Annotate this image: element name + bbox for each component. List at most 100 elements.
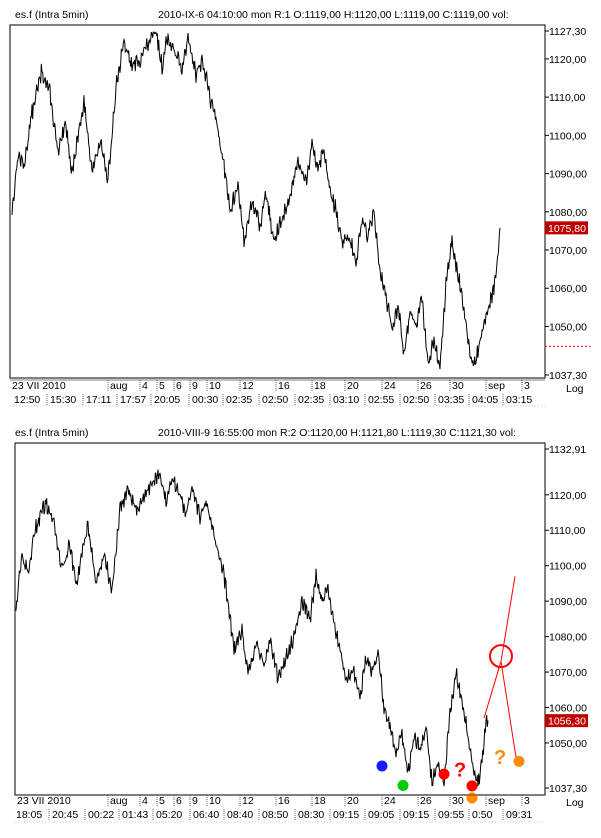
date-tick-label: 3	[524, 380, 530, 392]
top-last-price: 1075,80	[545, 221, 588, 235]
time-tick-label: 05:20	[156, 809, 182, 821]
time-tick-label: 09:15	[333, 809, 359, 821]
date-tick-label: 10	[209, 380, 221, 392]
date-tick-label: sep	[488, 795, 505, 807]
time-tick-label: 0:50	[472, 809, 493, 821]
green-dot	[397, 780, 409, 792]
projection-target-circle	[489, 644, 513, 669]
bottom-markers: ??	[376, 747, 525, 804]
time-tick-label: 06:40	[193, 809, 219, 821]
time-tick-label: 20:45	[52, 809, 78, 821]
date-tick-label: 4	[142, 380, 148, 392]
bottom-last-price-box	[545, 714, 588, 728]
date-tick-label: 30	[452, 795, 464, 807]
date-tick-label: 9	[192, 795, 198, 807]
date-tick-label: 10	[209, 795, 221, 807]
date-tick-label: 18	[314, 795, 326, 807]
orange-dot-1	[466, 792, 478, 804]
top-last-price-box	[545, 221, 588, 235]
date-tick-label: 16	[278, 795, 290, 807]
y-tick-label: 1090,00	[549, 596, 587, 608]
y-tick-label: 1100,00	[549, 130, 586, 142]
y-tick-label: 1070,00	[549, 245, 587, 257]
time-tick-label: 15:30	[50, 394, 76, 406]
orange-dot-2	[513, 755, 525, 767]
date-tick-label: 16	[278, 380, 290, 392]
y-tick-label: 1080,00	[549, 207, 587, 219]
time-tick-label: 03:35	[438, 394, 464, 406]
top-chart: es.f (Intra 5min) 2010-IX-6 04:10:00 mon…	[9, 9, 590, 407]
y-tick-label: 1037,30	[549, 783, 587, 795]
date-tick-label: 26	[420, 380, 432, 392]
time-tick-label: 12:50	[14, 394, 40, 406]
red-dot-1	[438, 768, 450, 780]
date-tick-label: 12	[242, 380, 254, 392]
time-tick-label: 09:31	[506, 809, 532, 821]
date-tick-label: 12	[242, 795, 254, 807]
time-tick-label: 18:05	[16, 809, 42, 821]
date-tick-label: 3	[524, 795, 530, 807]
date-tick-label: 20	[347, 380, 359, 392]
y-tick-label: 1060,00	[549, 703, 587, 715]
bottom-chart: es.f (Intra 5min) 2010-VIII-9 16:55:00 m…	[14, 427, 588, 823]
question-mark-2: ?	[494, 747, 506, 769]
time-tick-label: 08:40	[227, 809, 253, 821]
red-dot-2	[466, 780, 478, 792]
y-tick-label: 1070,00	[549, 667, 587, 679]
bottom-date-axis: 23 VII 2010 aug 4 5 6 9 10 12 16 18 20 24 26 30 sep 3 18…	[16, 795, 532, 821]
date-tick-label: 9	[192, 380, 198, 392]
time-tick-label: 02:55	[368, 394, 394, 406]
time-tick-label: 08:50	[262, 809, 288, 821]
date-tick-label: 5	[159, 380, 165, 392]
date-tick-label: 6	[176, 795, 182, 807]
y-tick-label: 1060,00	[549, 283, 587, 295]
date-tick-label: 4	[142, 795, 148, 807]
date-tick-label: 24	[384, 380, 396, 392]
bottom-plot-frame	[14, 442, 546, 796]
top-y-ticks: 1127,30 1120,00 1110,00 1100,00 1090,00 1080,…	[545, 26, 587, 382]
date-tick-label: 30	[452, 380, 464, 392]
time-tick-label: 17:57	[120, 394, 146, 406]
bottom-y-ticks: 1132,91 1120,00 1110,00 1100,00 1090,00 1080,…	[545, 444, 587, 795]
bottom-log-label: Log	[566, 797, 584, 809]
y-tick-label: 1050,00	[549, 738, 587, 750]
time-tick-label: 02:50	[403, 394, 429, 406]
time-tick-label: 00:22	[88, 809, 114, 821]
date-tick-label: 20	[347, 795, 359, 807]
question-mark-1: ?	[454, 760, 466, 782]
time-tick-label: 09:15	[403, 809, 429, 821]
date-tick-label: sep	[488, 380, 505, 392]
date-tick-label: aug	[110, 795, 128, 807]
bottom-last-price-text: 1056,30	[548, 716, 586, 728]
time-tick-label: 17:11	[86, 394, 112, 406]
y-tick-label: 1120,00	[549, 54, 586, 66]
y-tick-label: 1110,00	[549, 92, 586, 104]
bottom-last-price: 1056,30	[545, 714, 588, 728]
bottom-price-series	[15, 469, 489, 787]
date-tick-label: 5	[159, 795, 165, 807]
time-tick-label: 04:05	[472, 394, 498, 406]
y-tick-label: 1100,00	[549, 561, 586, 573]
top-info-label: 2010-IX-6 04:10:00 mon R:1 O:1119,00 H:1…	[158, 9, 509, 21]
bottom-info-label: 2010-VIII-9 16:55:00 mon R:2 O:1120,00 H…	[158, 427, 516, 439]
time-tick-label: 20:05	[154, 394, 180, 406]
time-tick-label: 03:15	[506, 394, 532, 406]
date-tick-label: 26	[420, 795, 432, 807]
projection-line	[500, 576, 516, 662]
time-tick-label: 02:35	[226, 394, 252, 406]
date-tick-label: 23 VII 2010	[12, 380, 66, 392]
date-tick-label: 24	[384, 795, 396, 807]
top-date-axis: 23 VII 2010 aug 4 5 6 9 10 12 16 18 20 24 26 30 sep 3 12…	[12, 380, 532, 406]
y-tick-label: 1120,00	[549, 490, 586, 502]
top-log-label: Log	[566, 383, 584, 395]
date-tick-label: 23 VII 2010	[17, 795, 71, 807]
time-tick-label: 02:35	[298, 394, 324, 406]
time-tick-label: 09:05	[368, 809, 394, 821]
projection-line	[483, 661, 502, 719]
time-tick-label: 08:30	[298, 809, 324, 821]
date-tick-label: aug	[110, 380, 128, 392]
bottom-projection-annotations	[483, 576, 517, 758]
y-tick-label: 1090,00	[549, 169, 587, 181]
time-tick-label: 03:10	[333, 394, 359, 406]
